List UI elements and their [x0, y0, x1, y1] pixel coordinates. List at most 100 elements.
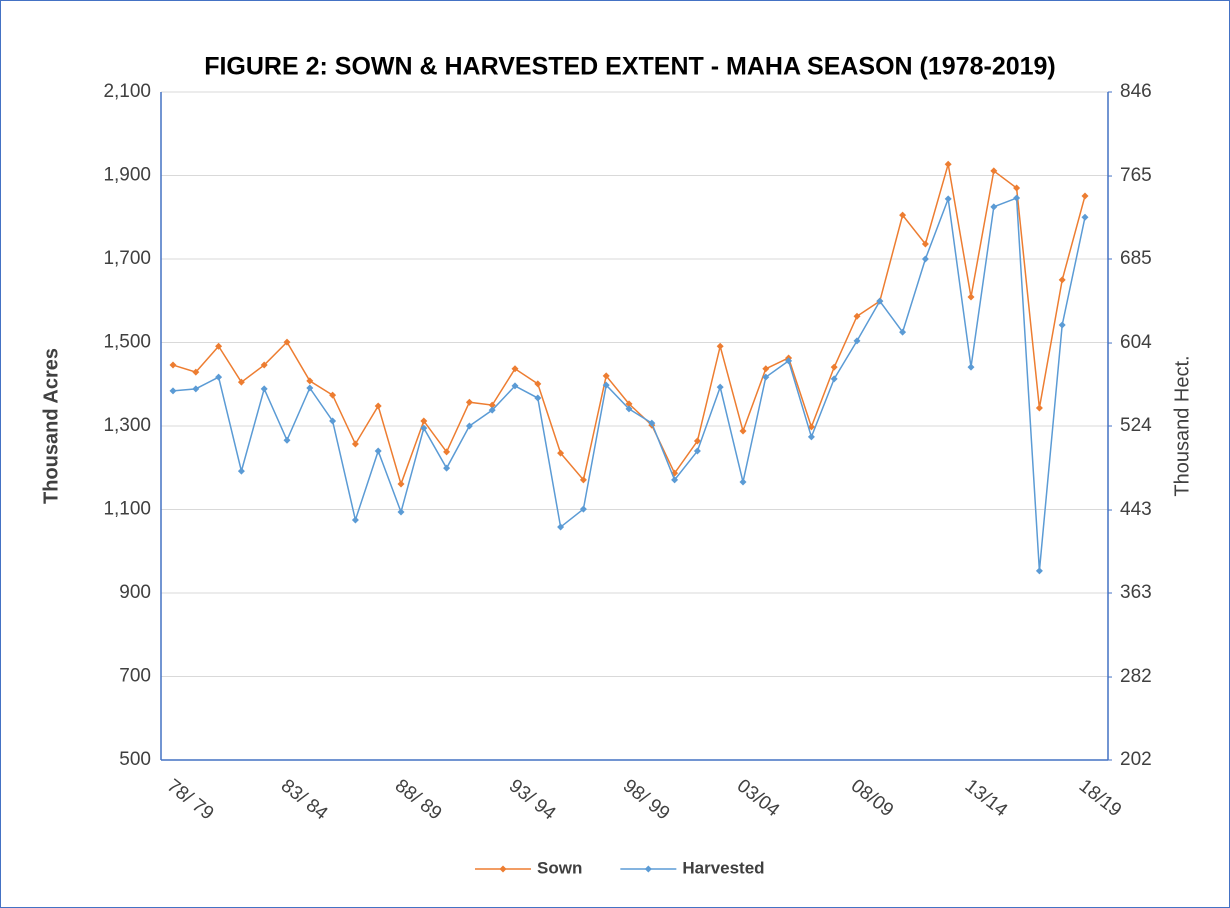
- marker: [921, 240, 929, 248]
- marker: [807, 433, 815, 441]
- marker: [534, 380, 542, 388]
- marker: [443, 448, 451, 456]
- marker: [602, 372, 610, 380]
- y-tick-label: 1,500: [103, 332, 151, 353]
- marker: [465, 422, 473, 430]
- marker: [716, 342, 724, 350]
- y-tick-label: 2,100: [103, 81, 151, 102]
- marker: [762, 365, 770, 373]
- marker: [443, 464, 451, 472]
- marker: [944, 160, 952, 168]
- marker: [374, 447, 382, 455]
- marker: [648, 419, 656, 427]
- marker: [1013, 194, 1021, 202]
- marker: [1058, 321, 1066, 329]
- marker: [237, 378, 245, 386]
- marker: [260, 361, 268, 369]
- marker: [351, 516, 359, 524]
- legend-label: Harvested: [682, 858, 764, 877]
- marker: [1081, 192, 1089, 200]
- marker: [739, 427, 747, 435]
- marker: [716, 383, 724, 391]
- marker: [169, 387, 177, 395]
- marker: [899, 328, 907, 336]
- y2-axis-title: Thousand Hect.: [1171, 355, 1193, 496]
- y2-tick-label: 202: [1120, 749, 1152, 770]
- marker: [693, 447, 701, 455]
- marker: [990, 203, 998, 211]
- y2-tick-label: 443: [1120, 499, 1152, 520]
- marker: [306, 384, 314, 392]
- marker: [192, 385, 200, 393]
- marker: [237, 467, 245, 475]
- marker: [967, 363, 975, 371]
- marker: [785, 357, 793, 365]
- marker: [557, 523, 565, 531]
- marker: [215, 342, 223, 350]
- legend-marker: [644, 865, 652, 873]
- marker: [1058, 276, 1066, 284]
- marker: [671, 476, 679, 484]
- y-tick-label: 900: [119, 582, 151, 603]
- marker: [1013, 184, 1021, 192]
- y2-tick-label: 524: [1120, 415, 1152, 436]
- y2-tick-label: 846: [1120, 81, 1152, 102]
- marker: [306, 377, 314, 385]
- y-tick-label: 700: [119, 666, 151, 687]
- marker: [511, 365, 519, 373]
- marker: [830, 363, 838, 371]
- y2-tick-label: 685: [1120, 248, 1152, 269]
- marker: [215, 373, 223, 381]
- marker: [762, 373, 770, 381]
- marker: [283, 338, 291, 346]
- marker: [420, 424, 428, 432]
- y-axis-title: Thousand Acres: [40, 348, 62, 504]
- marker: [329, 391, 337, 399]
- y-tick-label: 1,100: [103, 499, 151, 520]
- marker: [853, 337, 861, 345]
- marker: [899, 211, 907, 219]
- marker: [876, 297, 884, 305]
- marker: [534, 394, 542, 402]
- marker: [1035, 404, 1043, 412]
- y-tick-label: 1,300: [103, 415, 151, 436]
- y-tick-label: 1,700: [103, 248, 151, 269]
- marker: [967, 293, 975, 301]
- marker: [169, 361, 177, 369]
- marker: [602, 381, 610, 389]
- y2-tick-label: 363: [1120, 582, 1152, 603]
- marker: [944, 195, 952, 203]
- marker: [420, 417, 428, 425]
- marker: [557, 449, 565, 457]
- marker: [990, 167, 998, 175]
- y2-tick-label: 604: [1120, 332, 1152, 353]
- y-tick-label: 500: [119, 749, 151, 770]
- y2-tick-label: 282: [1120, 666, 1152, 687]
- marker: [397, 508, 405, 516]
- marker: [1081, 213, 1089, 221]
- marker: [329, 417, 337, 425]
- legend-marker: [499, 865, 507, 873]
- y-tick-label: 1,900: [103, 165, 151, 186]
- marker: [625, 405, 633, 413]
- marker: [921, 255, 929, 263]
- marker: [488, 406, 496, 414]
- marker: [579, 505, 587, 513]
- marker: [579, 476, 587, 484]
- marker: [465, 398, 473, 406]
- marker: [511, 382, 519, 390]
- chart-title: FIGURE 2: SOWN & HARVESTED EXTENT - MAHA…: [204, 53, 1056, 81]
- marker: [693, 437, 701, 445]
- marker: [192, 368, 200, 376]
- marker: [260, 385, 268, 393]
- marker: [374, 402, 382, 410]
- legend-label: Sown: [537, 858, 582, 877]
- marker: [625, 400, 633, 408]
- marker: [1035, 567, 1043, 575]
- marker: [351, 440, 359, 448]
- marker: [830, 375, 838, 383]
- marker: [739, 478, 747, 486]
- y2-tick-label: 765: [1120, 165, 1152, 186]
